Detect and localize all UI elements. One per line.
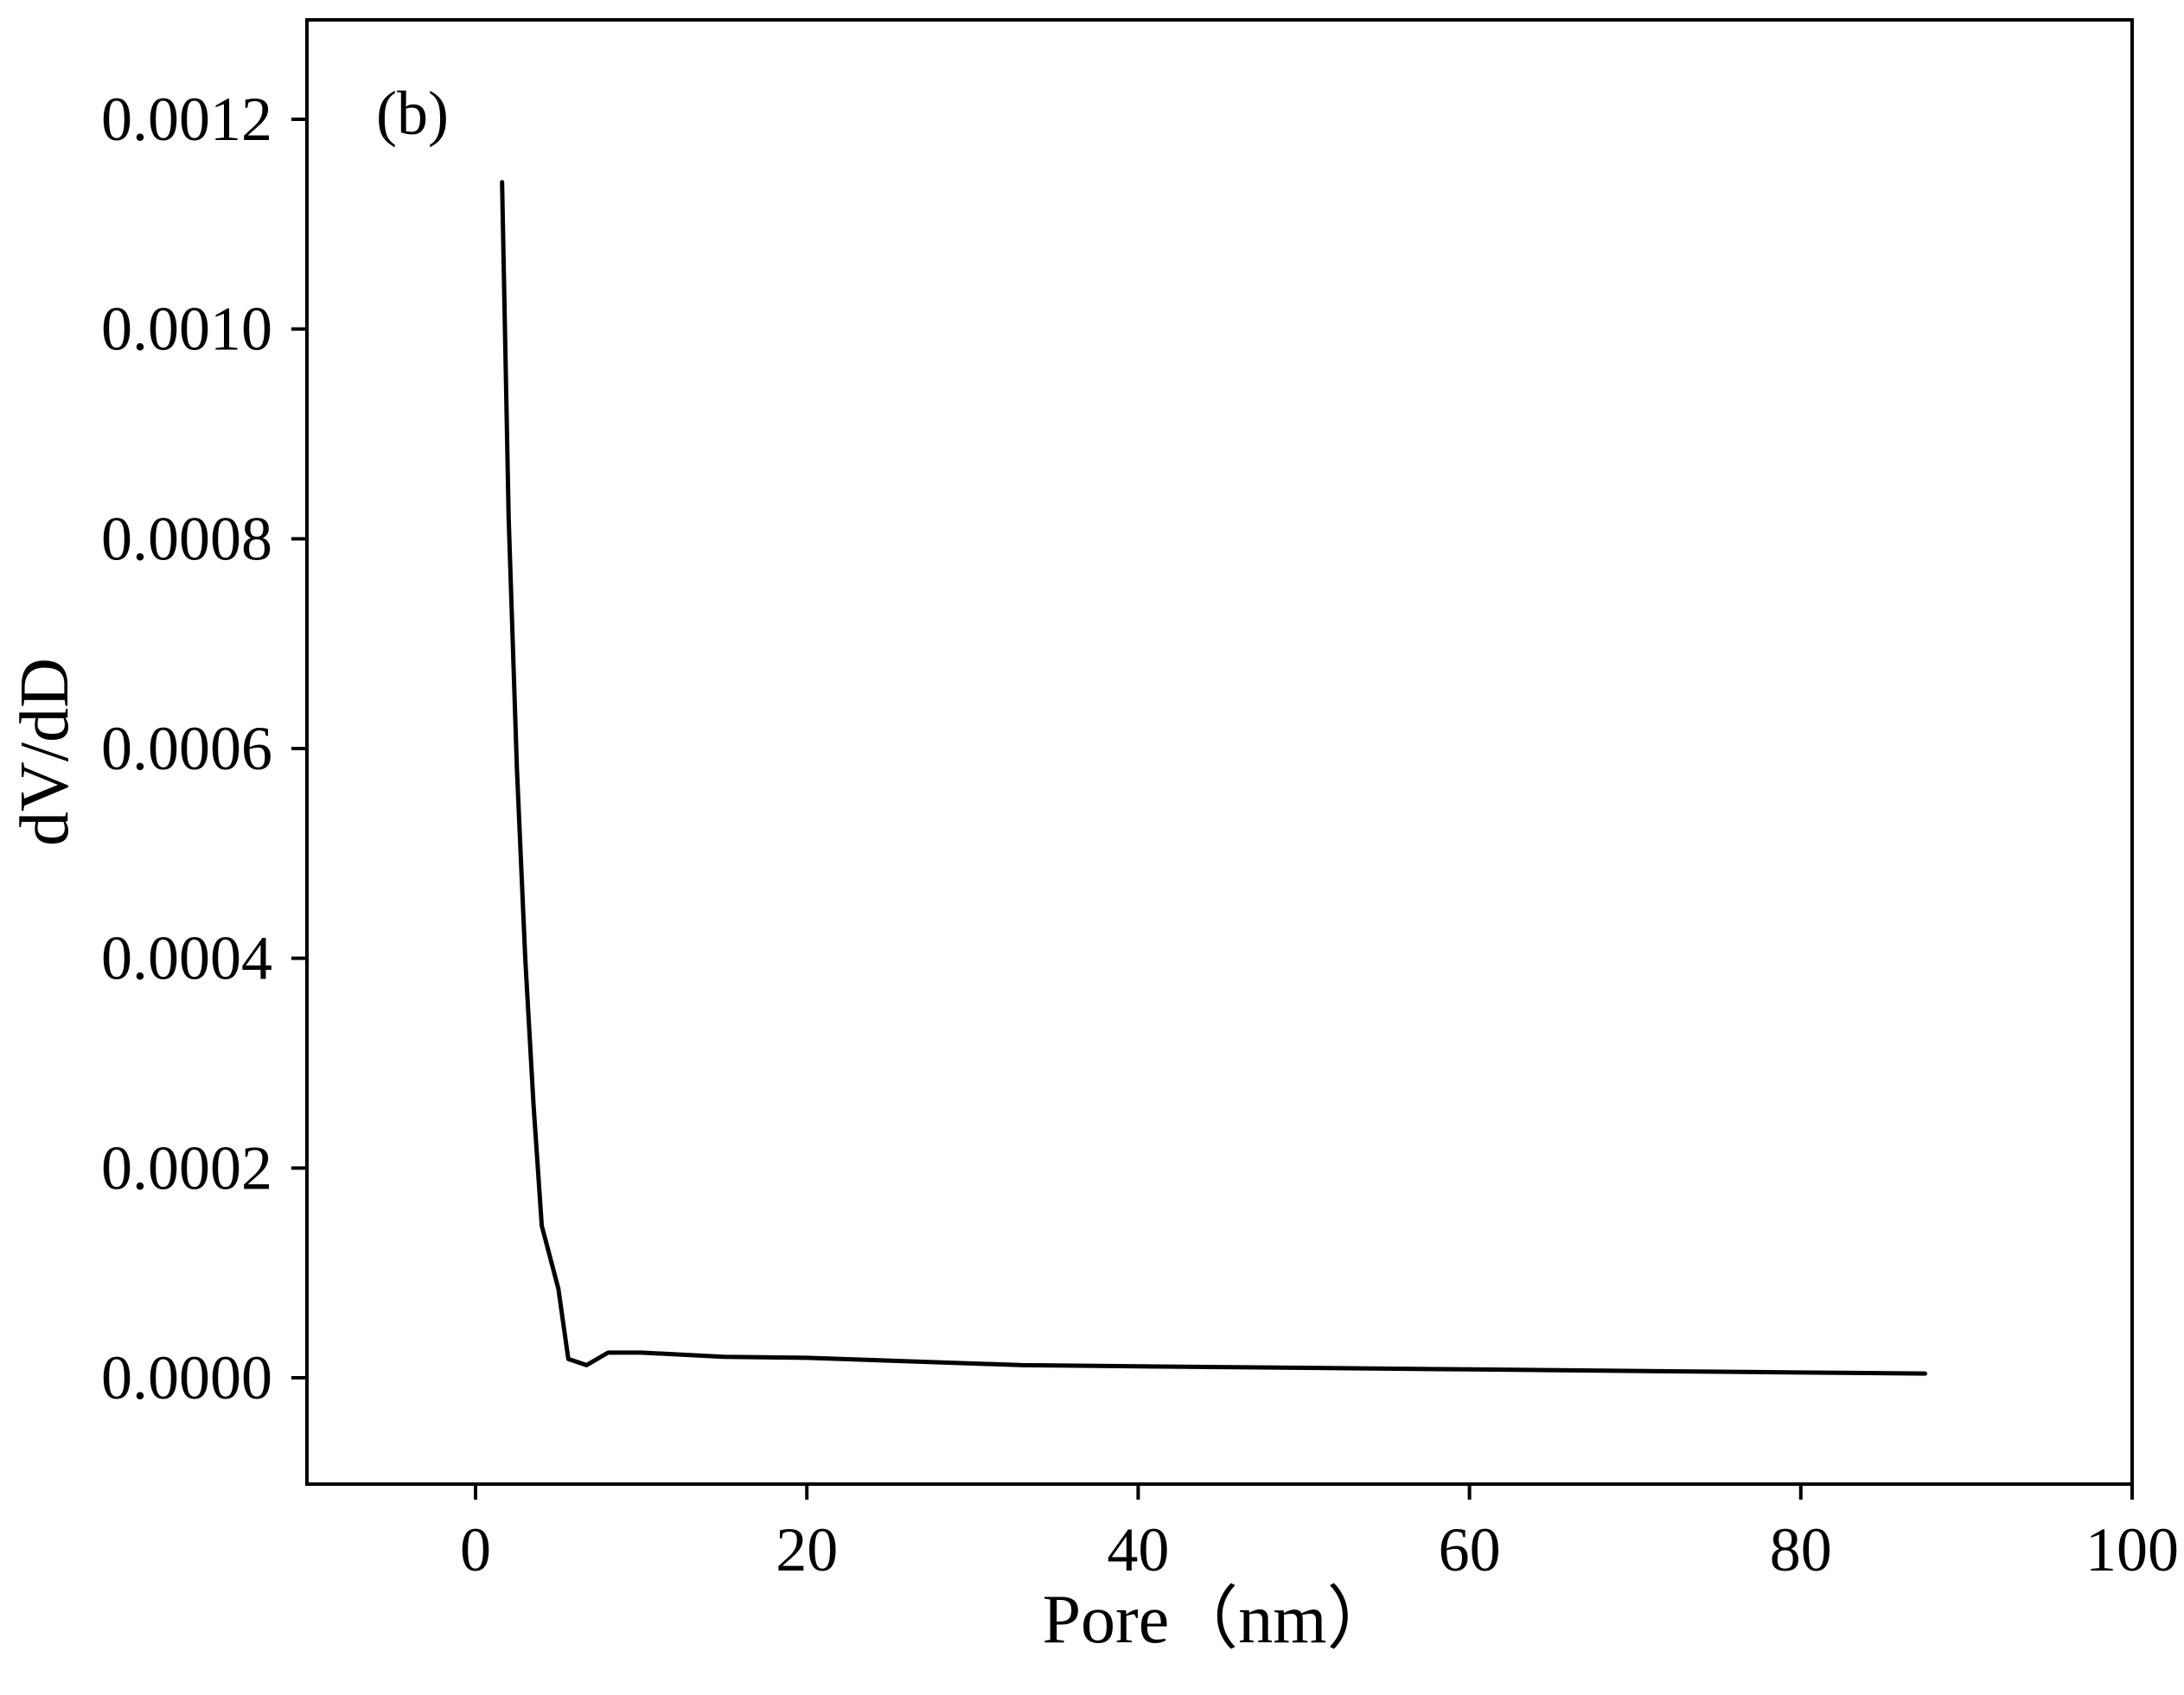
- y-axis: 0.0000 0.0002 0.0004 0.0006 0.0008 0.0010 0.00…: [101, 85, 307, 1412]
- x-tick-label: 100: [2085, 1515, 2179, 1584]
- y-tick-label: 0.0002: [101, 1133, 272, 1202]
- y-tick-label: 0.0008: [101, 504, 272, 573]
- y-tick-label: 0.0000: [101, 1343, 272, 1412]
- x-tick-label: 0: [460, 1515, 491, 1584]
- x-tick-label: 40: [1107, 1515, 1169, 1584]
- plot-frame: [305, 18, 2134, 1486]
- y-tick-label: 0.0010: [101, 295, 272, 364]
- x-axis: 0 20 40 60 80 100: [460, 1484, 2179, 1584]
- y-tick-label: 0.0012: [101, 85, 272, 154]
- series-layer: [500, 180, 1927, 1376]
- x-tick-label: 80: [1770, 1515, 1832, 1584]
- series-line: [500, 180, 1927, 1376]
- x-tick-label: 20: [776, 1515, 838, 1584]
- y-tick-label: 0.0006: [101, 714, 272, 783]
- x-tick-label: 60: [1439, 1515, 1501, 1584]
- x-axis-title: Pore（nm）: [1043, 1582, 1396, 1658]
- y-axis-title: dV/dD: [7, 658, 83, 846]
- y-tick-label: 0.0004: [101, 924, 272, 993]
- panel-label: (b): [376, 79, 449, 148]
